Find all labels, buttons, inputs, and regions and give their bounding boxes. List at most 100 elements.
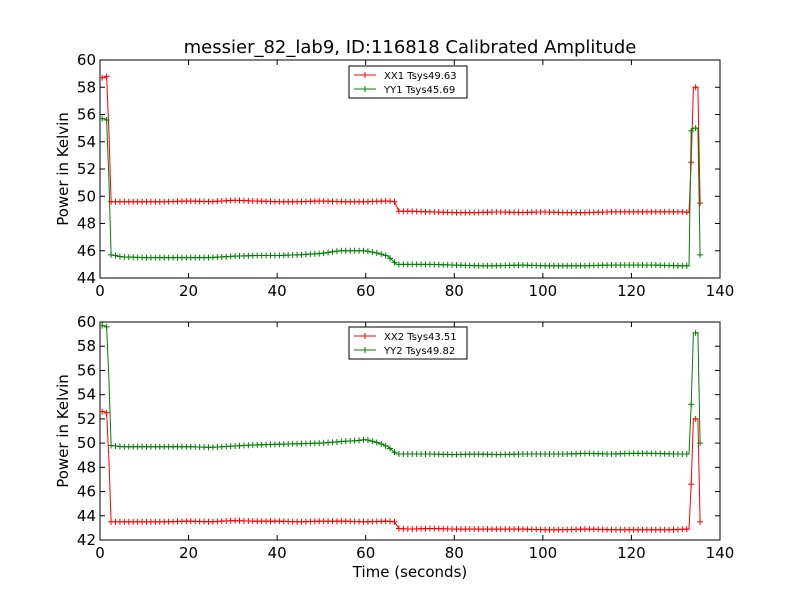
bottom-legend-box (348, 326, 468, 360)
top-series-point-2 (382, 252, 389, 259)
bottom-ytick-label: 56 (77, 361, 96, 379)
top-xtick-label: 40 (268, 282, 287, 300)
top-series-point-2 (373, 250, 380, 257)
top-legend-marker-1 (362, 72, 368, 78)
top-series-point-2 (697, 251, 704, 258)
top-series-point-1 (391, 198, 398, 205)
bottom-xtick-label: 40 (268, 544, 287, 562)
bottom-series-point-1 (103, 409, 110, 416)
bottom-series-point-1 (697, 518, 704, 525)
bottom-series-point-1 (391, 518, 398, 525)
top-series-point-2 (329, 248, 336, 255)
top-legend-marker-2 (362, 86, 368, 92)
top-series-point-2 (112, 252, 119, 259)
bottom-ytick-label: 48 (77, 458, 96, 476)
bottom-series-point-2 (373, 439, 380, 446)
top-series-point-1 (683, 209, 690, 216)
top-legend: XX1 Tsys49.63 YY1 Tsys45.69 (348, 65, 468, 99)
top-series-point-2 (387, 255, 394, 262)
bottom-series (99, 322, 704, 533)
top-xtick-label: 60 (356, 282, 375, 300)
top-series-point-2 (369, 249, 376, 256)
top-ytick-label: 54 (77, 133, 96, 151)
bottom-series-point-2 (382, 442, 389, 449)
top-ytick-label: 60 (77, 51, 96, 69)
bottom-series-point-2 (364, 437, 371, 444)
top-series-point-2 (688, 127, 695, 134)
bottom-series-point-2 (103, 323, 110, 330)
top-ytick-label: 46 (77, 242, 96, 260)
bottom-series-point-1 (99, 408, 106, 415)
top-series-point-1 (99, 74, 106, 81)
top-legend-label-2: YY1 Tsys45.69 (383, 85, 455, 96)
top-ytick-label: 50 (77, 187, 96, 205)
bottom-legend-label-1: XX2 Tsys43.51 (384, 332, 457, 343)
bottom-ytick-label: 50 (77, 434, 96, 452)
top-legend-box (348, 65, 468, 99)
top-xtick-label: 140 (706, 282, 735, 300)
top-series-point-2 (325, 249, 332, 256)
bottom-xtick-label: 100 (529, 544, 558, 562)
x-axis-label: Time (seconds) (352, 563, 468, 581)
bottom-xtick-label: 60 (356, 544, 375, 562)
top-series-point-2 (391, 259, 398, 266)
bottom-series-point-1 (683, 526, 690, 533)
bottom-xtick-label: 120 (617, 544, 646, 562)
top-series-point-2 (320, 250, 327, 257)
top-xtick-label: 120 (617, 282, 646, 300)
bottom-plot-frame (99, 321, 721, 541)
bottom-xtick-label: 20 (179, 544, 198, 562)
top-series-point-1 (697, 200, 704, 207)
top-ytick-label: 56 (77, 106, 96, 124)
top-series-point-1 (692, 84, 699, 91)
top-ytick-label: 44 (77, 269, 96, 287)
bottom-series-point-2 (99, 322, 106, 329)
bottom-series-point-2 (369, 438, 376, 445)
bottom-series-point-2 (692, 329, 699, 336)
top-ytick-label: 52 (77, 160, 96, 178)
chart-title: messier_82_lab9, ID:116818 Calibrated Am… (184, 37, 637, 58)
top-xtick-label: 100 (529, 282, 558, 300)
bottom-legend-marker-1 (362, 333, 368, 339)
top-ytick-label: 58 (77, 78, 96, 96)
top-legend-label-1: XX1 Tsys49.63 (384, 71, 457, 82)
top-ticks: 0 20 40 60 80 100 120 140 44 46 48 50 52 54 56 58 60 (77, 51, 734, 300)
bottom-panel: 0 20 40 60 80 100 120 140 42 44 46 48 50 52 54 56 58 60 X… (54, 313, 734, 562)
bottom-ytick-label: 42 (77, 531, 96, 549)
top-series (99, 73, 704, 269)
bottom-series-point-2 (683, 451, 690, 458)
top-series-point-2 (364, 248, 371, 255)
bottom-ytick-label: 52 (77, 410, 96, 428)
bottom-series-point-2 (688, 401, 695, 408)
bottom-xtick-label: 140 (706, 544, 735, 562)
top-ytick-label: 48 (77, 215, 96, 233)
top-series-point-1 (103, 73, 110, 80)
bottom-series-point-2 (697, 440, 704, 447)
bottom-ytick-label: 54 (77, 386, 96, 404)
bottom-series-point-2 (387, 445, 394, 452)
bottom-ytick-label: 44 (77, 507, 96, 525)
top-series-point-2 (683, 262, 690, 269)
top-series-point-2 (99, 115, 106, 122)
top-xtick-label: 80 (445, 282, 464, 300)
top-series-point-2 (692, 125, 699, 132)
bottom-legend-marker-2 (362, 347, 368, 353)
bottom-ylabel: Power in Kelvin (54, 374, 72, 488)
top-series-point-2 (103, 116, 110, 123)
bottom-series-point-1 (688, 481, 695, 488)
bottom-legend-label-2: YY2 Tsys49.82 (383, 346, 455, 357)
bottom-ytick-label: 46 (77, 483, 96, 501)
bottom-ytick-label: 60 (77, 313, 96, 331)
bottom-ytick-label: 58 (77, 337, 96, 355)
bottom-series-point-1 (692, 415, 699, 422)
top-series-point-2 (108, 251, 115, 258)
bottom-xtick-label: 80 (445, 544, 464, 562)
bottom-series-point-2 (378, 441, 385, 448)
bottom-legend: XX2 Tsys43.51 YY2 Tsys49.82 (348, 326, 468, 360)
top-xtick-label: 0 (95, 282, 105, 300)
top-ylabel: Power in Kelvin (54, 112, 72, 226)
top-xtick-label: 20 (179, 282, 198, 300)
top-panel: 0 20 40 60 80 100 120 140 44 46 48 50 52 54 56 58 60 XX1… (54, 51, 734, 300)
